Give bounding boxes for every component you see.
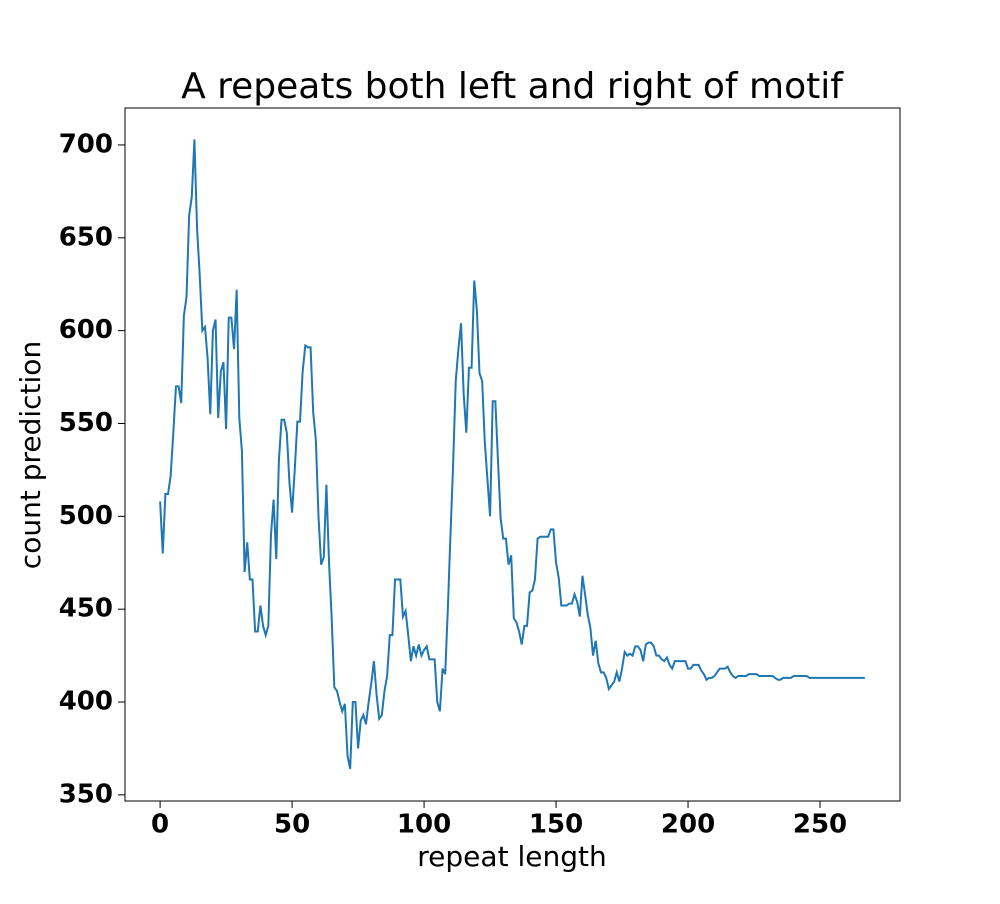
y-tick-label: 350 bbox=[59, 779, 113, 809]
y-tick-label: 650 bbox=[59, 222, 113, 252]
y-tick-label: 600 bbox=[59, 315, 113, 345]
plot-frame bbox=[124, 107, 901, 802]
y-tick-label: 700 bbox=[59, 129, 113, 159]
y-tick-label: 400 bbox=[59, 687, 113, 717]
y-axis-label: count prediction bbox=[14, 341, 47, 569]
y-tick-label: 500 bbox=[59, 501, 113, 531]
y-tick-label: 550 bbox=[59, 408, 113, 438]
x-tick-label: 100 bbox=[397, 810, 451, 840]
chart-title: A repeats both left and right of motif bbox=[181, 66, 844, 107]
x-tick-label: 150 bbox=[529, 810, 583, 840]
x-tick-label: 250 bbox=[793, 810, 847, 840]
data-line bbox=[159, 139, 865, 770]
y-tick-label: 450 bbox=[59, 594, 113, 624]
x-axis-label: repeat length bbox=[417, 840, 606, 873]
x-tick-label: 200 bbox=[661, 810, 715, 840]
x-tick-label: 50 bbox=[274, 810, 310, 840]
x-tick-label: 0 bbox=[151, 810, 169, 840]
